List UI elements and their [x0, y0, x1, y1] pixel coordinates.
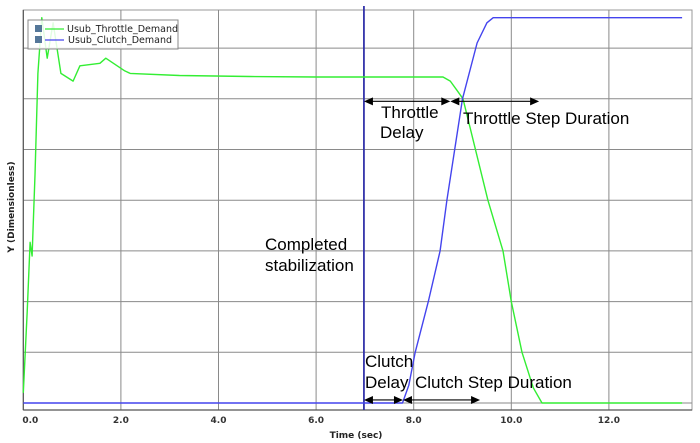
- arrow-head-left: [402, 395, 412, 404]
- annotation-clutch-step: Clutch Step Duration: [415, 373, 572, 392]
- arrow-head-left: [363, 97, 373, 106]
- x-tick-label: 0.0: [22, 416, 38, 426]
- x-tick-label: 8.0: [406, 416, 422, 426]
- legend-label-throttle: Usub_Throttle_Demand: [67, 24, 178, 35]
- x-tick-labels: 0.0 2.0 4.0 6.0 8.0 10.0 12.0: [22, 416, 620, 426]
- y-axis-label: Y (Dimensionless): [7, 161, 17, 253]
- throttle-step-arrow: [450, 97, 540, 106]
- throttle-delay-arrow: [363, 97, 451, 106]
- annotation-clutch-delay-2: Delay: [365, 373, 409, 392]
- arrow-head-left: [363, 395, 373, 404]
- x-tick-label: 6.0: [308, 416, 324, 426]
- annotation-arrows: [363, 97, 540, 404]
- series-line-throttle: [22, 17, 683, 404]
- legend-box: [27, 19, 179, 50]
- legend-checkbox-throttle[interactable]: [35, 25, 42, 32]
- x-tick-label: 4.0: [211, 416, 227, 426]
- x-tick-label: 2.0: [113, 416, 129, 426]
- series-line-clutch: [23, 17, 683, 404]
- annotation-completed-2: stabilization: [265, 256, 354, 275]
- annotation-throttle-delay-2: Delay: [380, 123, 424, 142]
- x-tick-label: 10.0: [500, 416, 522, 426]
- annotation-throttle-delay-1: Throttle: [381, 103, 439, 122]
- annotation-throttle-step: Throttle Step Duration: [463, 109, 629, 128]
- legend-label-clutch: Usub_Clutch_Demand: [68, 35, 172, 46]
- legend: Usub_Throttle_Demand Usub_Clutch_Demand: [27, 19, 179, 50]
- arrow-head-right: [530, 97, 540, 106]
- annotation-completed-1: Completed: [265, 235, 347, 254]
- legend-checkbox-clutch[interactable]: [35, 36, 42, 43]
- arrow-head-right: [471, 395, 481, 404]
- arrow-head-left: [450, 97, 460, 106]
- arrow-head-right: [441, 97, 451, 106]
- clutch-step-arrow: [402, 395, 481, 404]
- annotation-clutch-delay-1: Clutch: [365, 352, 413, 371]
- clutch-delay-arrow: [363, 395, 403, 404]
- x-tick-label: 12.0: [598, 416, 620, 426]
- x-axis-label: Time (sec): [330, 431, 383, 441]
- arrow-head-right: [393, 395, 403, 404]
- series-layer: [22, 6, 683, 410]
